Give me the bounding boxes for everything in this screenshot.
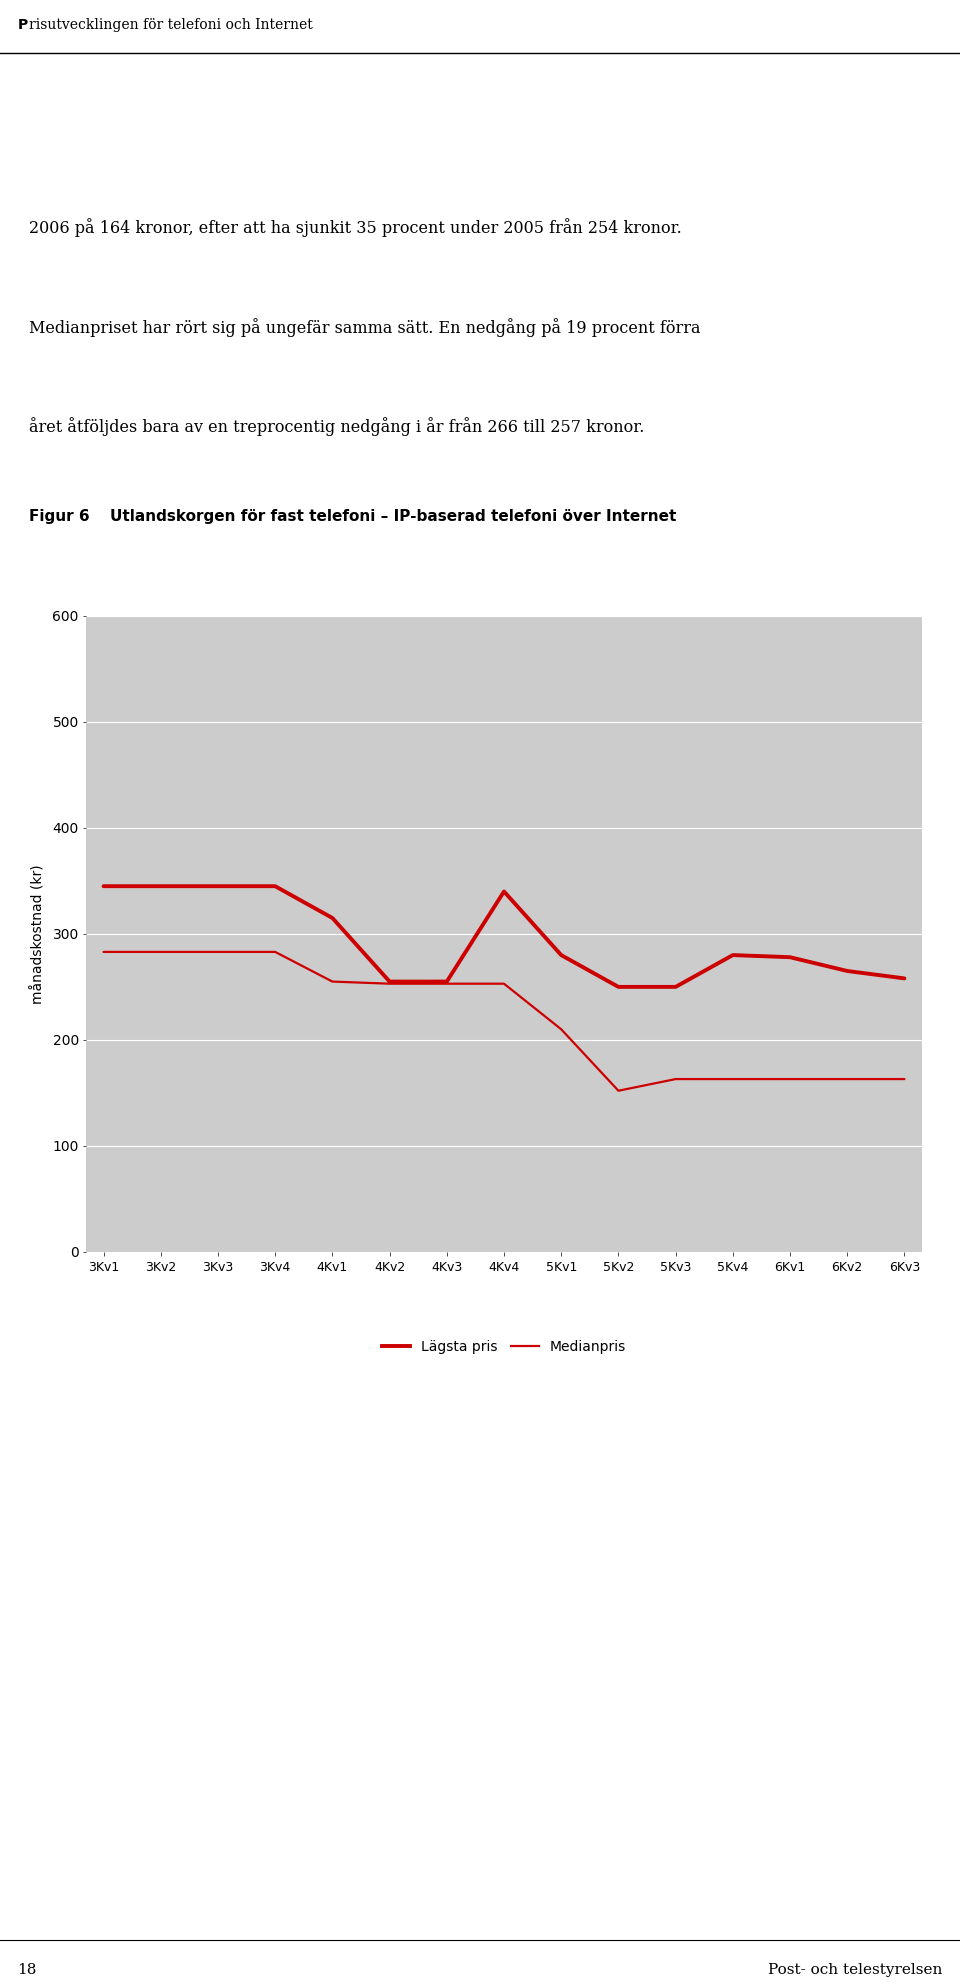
Text: P: P — [17, 18, 28, 32]
Y-axis label: månadskostnad (kr): månadskostnad (kr) — [31, 864, 45, 1003]
Text: risutvecklingen för telefoni och Internet: risutvecklingen för telefoni och Interne… — [29, 18, 313, 32]
Text: Medianpriset har rört sig på ungefär samma sätt. En nedgång på 19 procent förra: Medianpriset har rört sig på ungefär sam… — [29, 318, 700, 338]
Text: 18: 18 — [17, 1963, 36, 1977]
Text: 2006 på 164 kronor, efter att ha sjunkit 35 procent under 2005 från 254 kronor.: 2006 på 164 kronor, efter att ha sjunkit… — [29, 219, 682, 238]
Legend: Lägsta pris, Medianpris: Lägsta pris, Medianpris — [376, 1333, 632, 1359]
Text: året åtföljdes bara av en treprocentig nedgång i år från 266 till 257 kronor.: året åtföljdes bara av en treprocentig n… — [29, 417, 644, 437]
Text: Post- och telestyrelsen: Post- och telestyrelsen — [768, 1963, 943, 1977]
Text: Figur 6: Figur 6 — [29, 509, 89, 525]
Text: Utlandskorgen för fast telefoni – IP-baserad telefoni över Internet: Utlandskorgen för fast telefoni – IP-bas… — [110, 509, 677, 525]
